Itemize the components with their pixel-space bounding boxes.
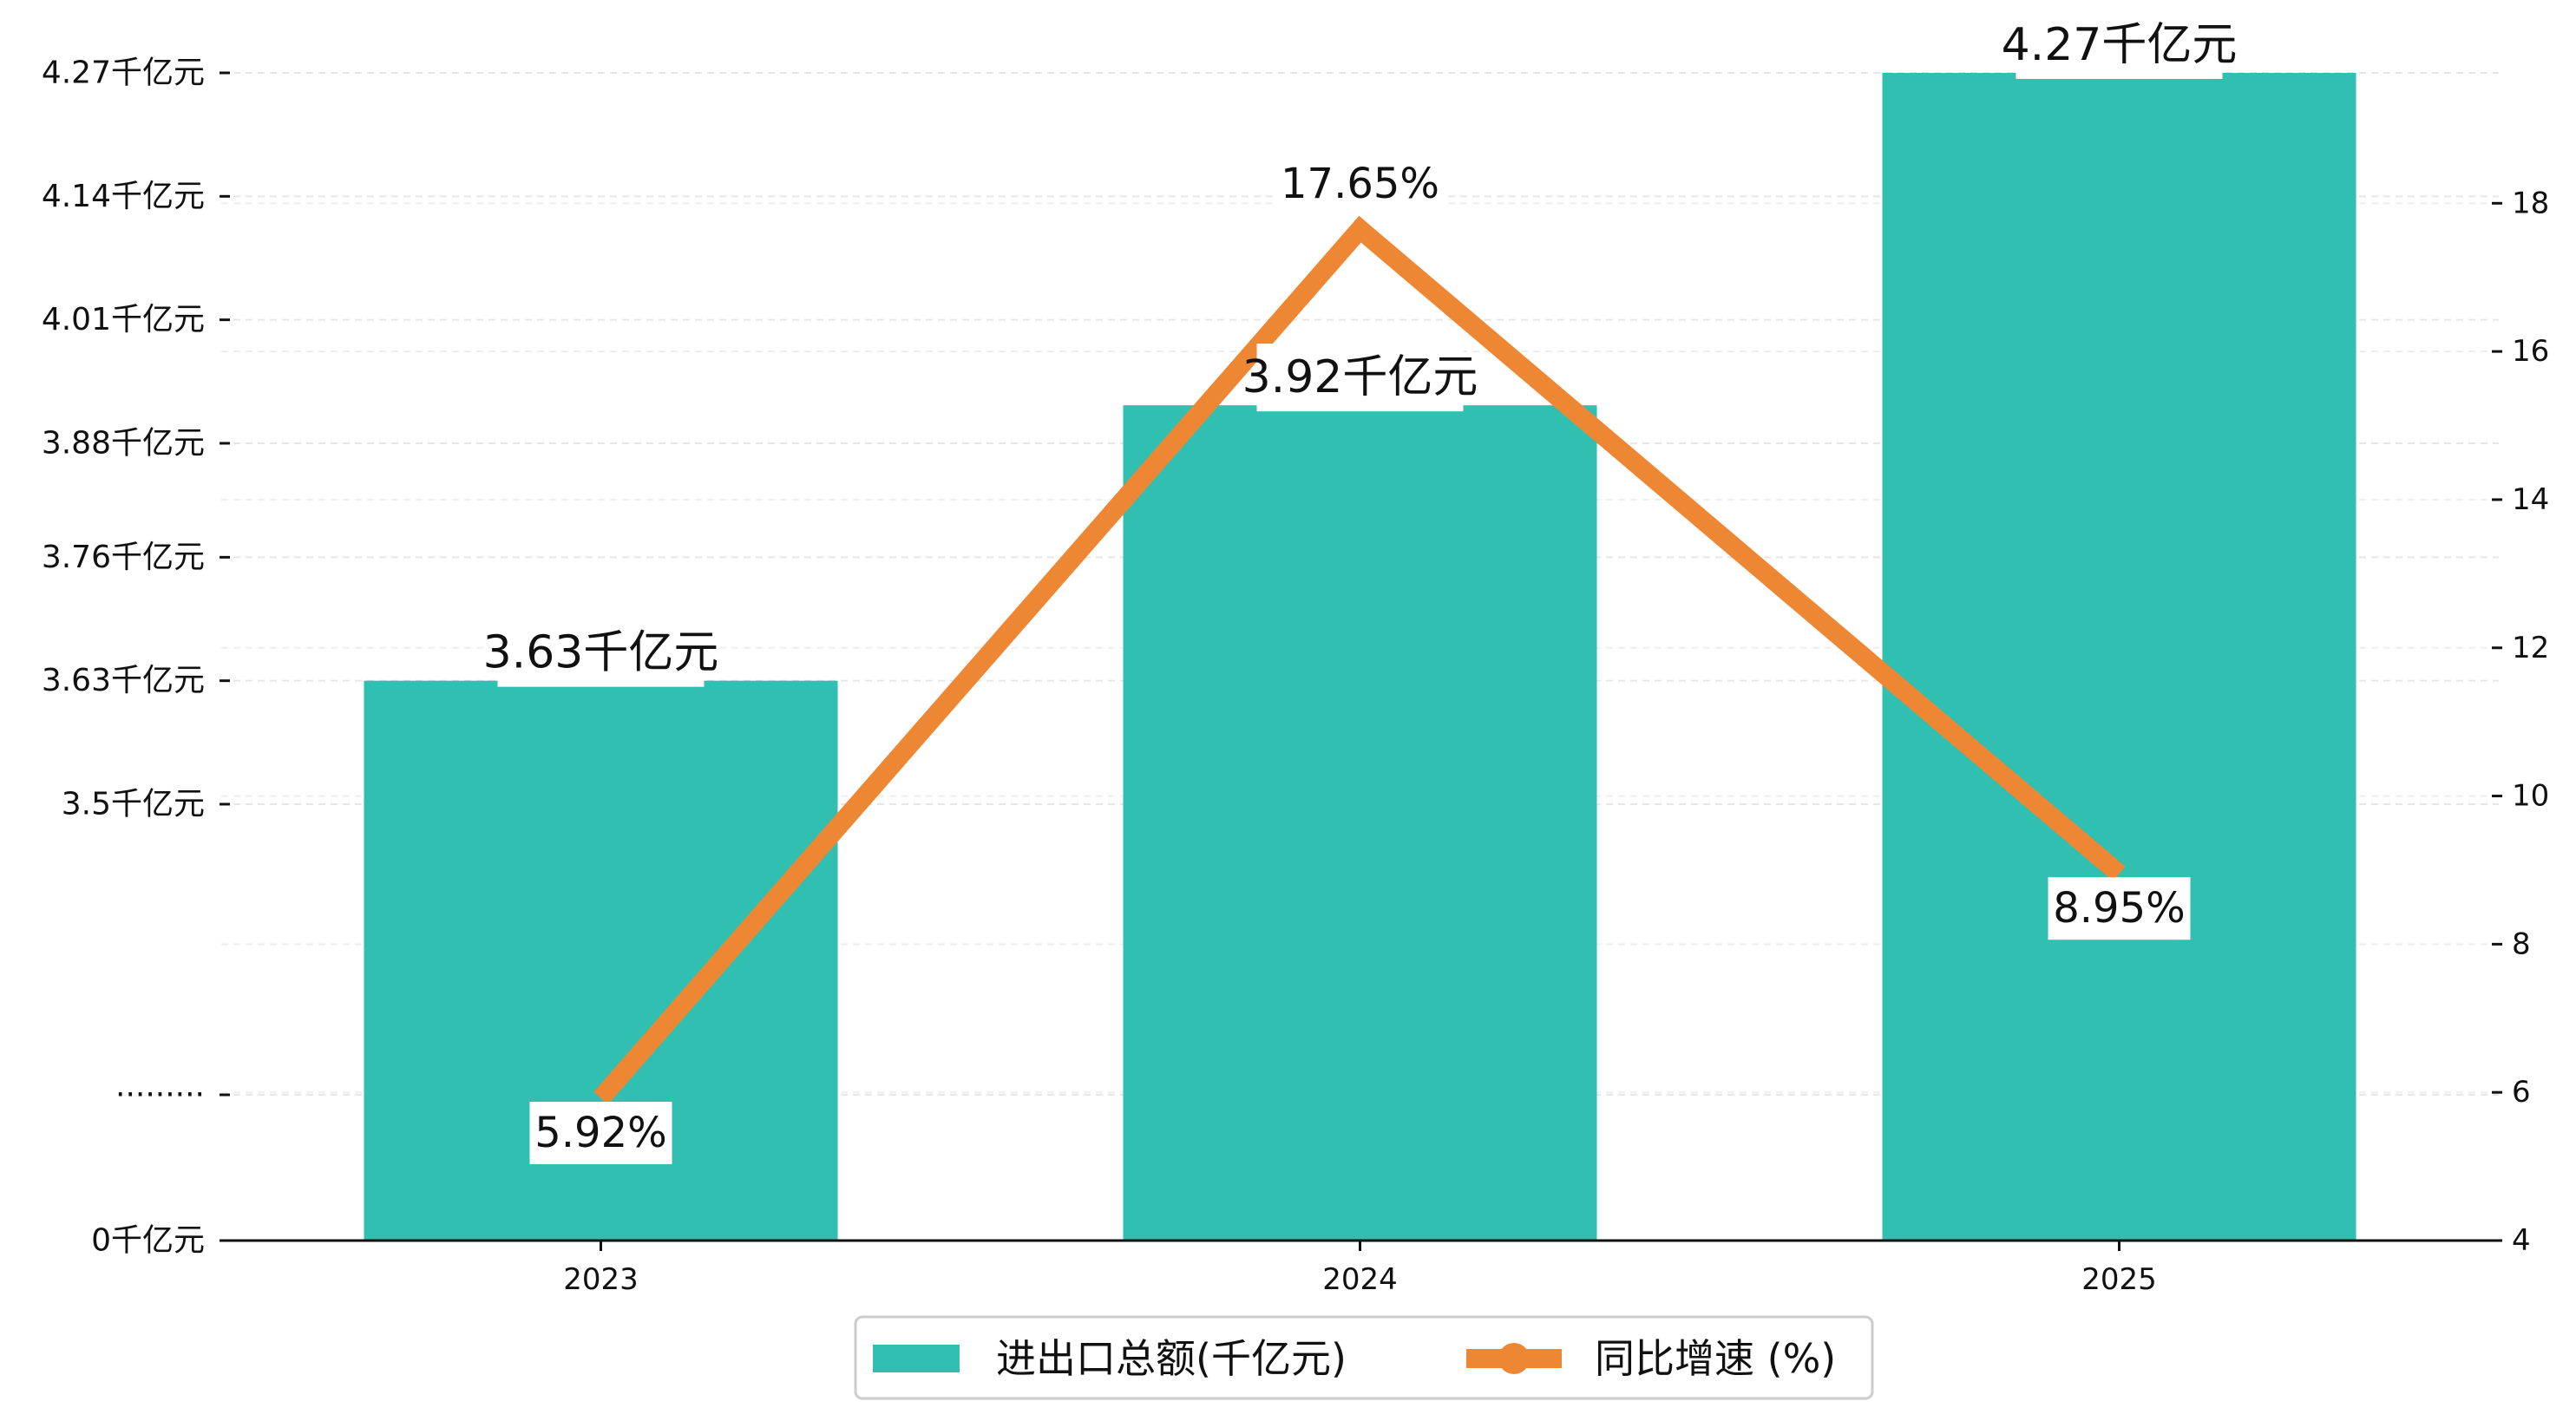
legend-label-line: 同比增速 (%) [1595,1335,1836,1382]
left-axis-tick-label: 3.5千亿元 [62,787,205,822]
line-value-label-bg [1276,153,1444,216]
bar-value-label-bg [1256,344,1464,412]
x-axis-tick-label: 2025 [2081,1262,2157,1297]
x-axis-tick-label: 2023 [563,1262,639,1297]
right-axis-tick-label: 4 [2512,1223,2531,1258]
right-axis-tick-label: 6 [2512,1075,2531,1110]
left-axis-tick-label: 4.27千亿元 [42,56,205,91]
legend-label-bar: 进出口总额(千亿元) [996,1335,1347,1382]
line-value-label: 5.92% [534,1109,666,1157]
bar-value-label: 3.92千亿元 [1242,351,1478,403]
left-axis-tick-label: ········· [115,1077,205,1113]
line-value-label-bg [529,1102,672,1165]
right-axis-tick-label: 12 [2512,631,2549,665]
legend-box [854,1315,1874,1400]
right-axis-tick-label: 14 [2512,482,2549,517]
legend-marker-line [1498,1343,1530,1374]
bar [1123,405,1597,1241]
left-axis-tick-label: 3.63千亿元 [42,663,205,698]
right-axis-tick-label: 8 [2512,927,2531,961]
right-axis-tick-label: 18 [2512,186,2549,220]
right-axis-tick-label: 16 [2512,334,2549,369]
left-axis-tick-label: 4.14千亿元 [42,179,205,214]
bar-value-label: 3.63千亿元 [483,627,719,679]
left-axis-tick-label: 3.88千亿元 [42,425,205,461]
x-axis-tick-label: 2024 [1322,1262,1398,1297]
right-axis-tick-label: 10 [2512,779,2549,814]
line-value-label: 8.95% [2053,884,2185,933]
line-value-label: 17.65% [1281,160,1439,208]
bar-value-label: 4.27千亿元 [2002,19,2238,71]
line-value-label-bg [2048,877,2191,940]
left-axis-tick-label: 0千亿元 [91,1223,205,1259]
left-axis-tick-label: 3.76千亿元 [42,540,205,575]
legend-swatch-bar [873,1345,960,1372]
bar-value-label-bg [497,619,705,687]
bar-value-label-bg [2016,11,2223,79]
growth-line [593,215,2126,1105]
bar [1882,73,2356,1241]
left-axis-tick-label: 4.01千亿元 [42,302,205,337]
